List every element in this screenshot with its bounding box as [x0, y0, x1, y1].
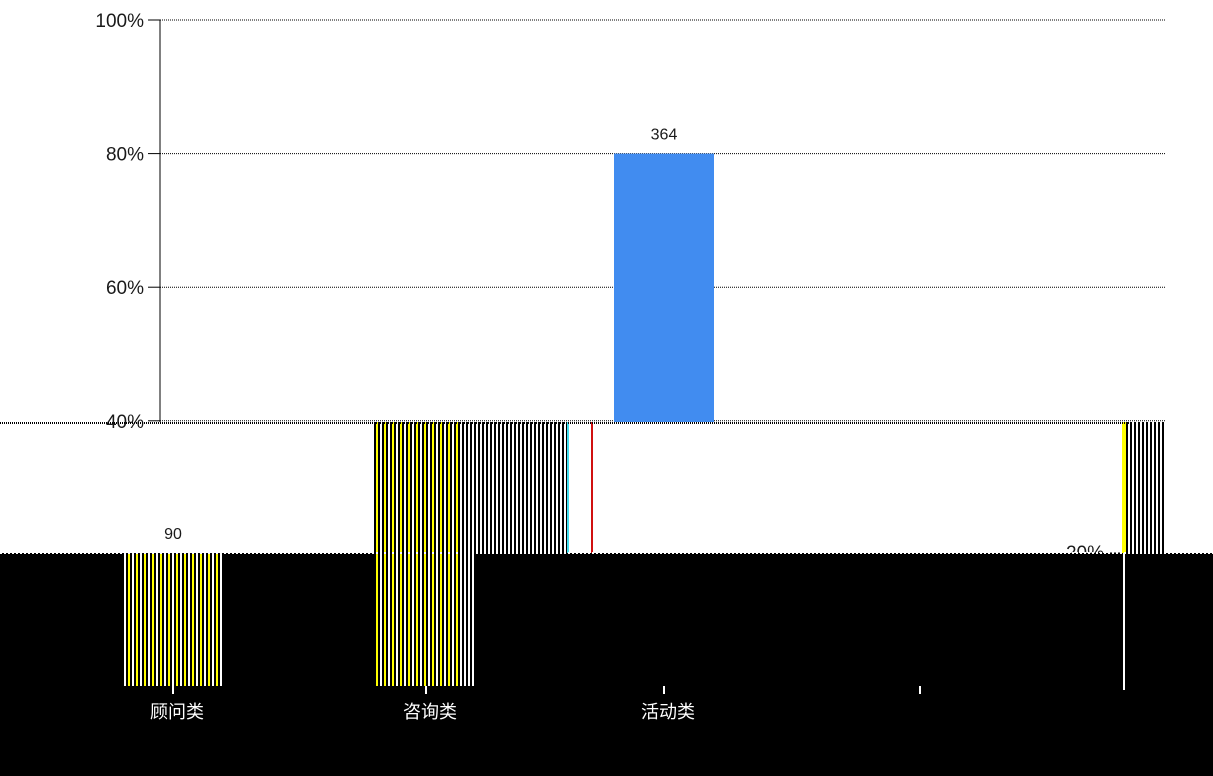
- y-tick-label: 80%: [106, 145, 144, 166]
- category-label: 活动类: [641, 702, 695, 723]
- render-artifact-region: [0, 422, 1213, 776]
- bar: [614, 153, 714, 422]
- data-label: 90: [164, 526, 182, 543]
- data-label: 364: [651, 127, 678, 144]
- y-tick-label: 60%: [106, 278, 144, 299]
- y-tick-label: 100%: [95, 11, 144, 32]
- category-label: 咨询类: [403, 702, 457, 723]
- category-labels: 顾问类 咨询类 活动类: [150, 686, 921, 723]
- y-tick-label: 40%: [106, 412, 144, 433]
- category-label: 顾问类: [150, 702, 204, 723]
- bars: [614, 153, 714, 422]
